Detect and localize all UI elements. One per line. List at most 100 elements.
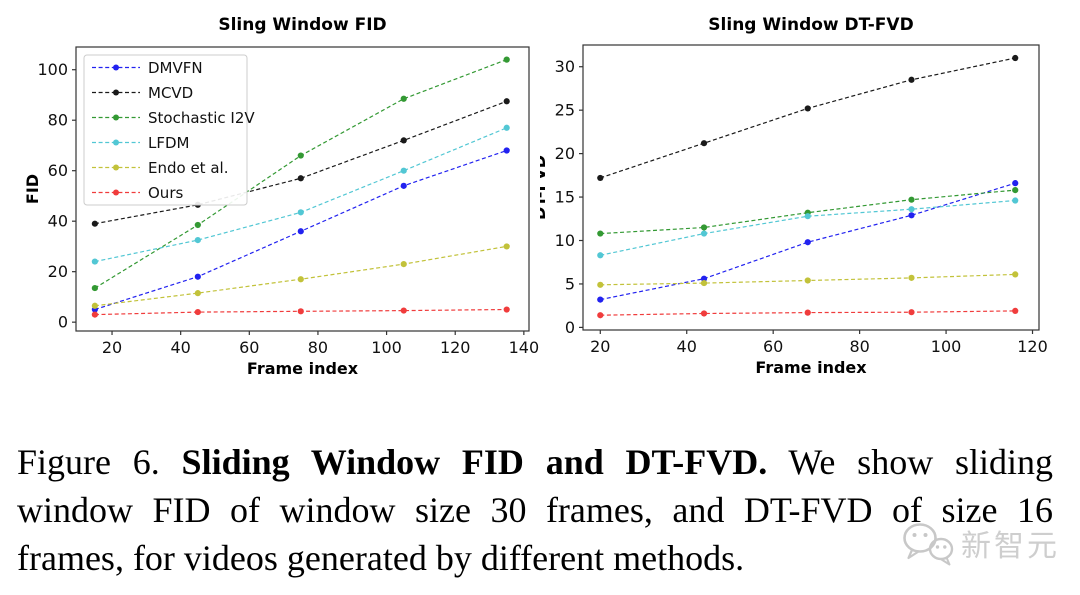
data-point bbox=[91, 302, 98, 309]
data-point bbox=[597, 281, 604, 288]
x-tick-label: 60 bbox=[239, 338, 259, 357]
data-point bbox=[503, 306, 510, 313]
y-tick-label: 20 bbox=[555, 144, 575, 163]
legend-marker bbox=[113, 189, 119, 196]
data-point bbox=[597, 230, 604, 237]
data-point bbox=[908, 274, 915, 281]
data-point bbox=[194, 221, 201, 229]
figure-caption: Figure 6. Sliding Window FID and DT-FVD.… bbox=[17, 438, 1053, 582]
x-tick-label: 40 bbox=[677, 337, 697, 356]
series-line bbox=[94, 100, 507, 225]
caption-line1-text: We show sliding bbox=[767, 442, 1053, 482]
series-line bbox=[600, 199, 1016, 256]
dtfvd-chart: Sling Window DT-FVD 20 40 60 80 100 120 0 5 10 15 2… bbox=[540, 0, 1080, 385]
x-tick-label: 20 bbox=[590, 337, 610, 356]
data-point bbox=[908, 206, 915, 213]
series-mcvd bbox=[597, 54, 1019, 182]
legend-label: DMVFN bbox=[148, 59, 203, 77]
data-point bbox=[400, 167, 407, 174]
y-tick-label: 0 bbox=[58, 313, 68, 332]
data-point bbox=[503, 98, 510, 105]
data-point bbox=[804, 213, 811, 220]
series-endo-et-al- bbox=[597, 271, 1019, 288]
series-dmvfn bbox=[597, 180, 1019, 303]
data-point bbox=[700, 230, 708, 237]
series-line bbox=[94, 245, 507, 307]
x-tick-label: 40 bbox=[170, 338, 190, 357]
data-point bbox=[91, 284, 98, 292]
data-point bbox=[700, 310, 708, 317]
series-line bbox=[600, 182, 1016, 301]
x-axis: 20 40 60 80 100 120 140 bbox=[102, 331, 539, 357]
data-point bbox=[1012, 187, 1019, 194]
data-point bbox=[400, 182, 407, 189]
series-dmvfn bbox=[91, 147, 510, 313]
data-point bbox=[597, 296, 604, 303]
data-point bbox=[908, 76, 915, 83]
legend-marker bbox=[113, 139, 119, 146]
series-line bbox=[600, 57, 1016, 179]
caption-figure-number: Figure 6. bbox=[17, 442, 182, 482]
wechat-icon bbox=[903, 523, 954, 566]
fid-chart: Sling Window FID 20 40 60 80 100 120 140 0 20 40 60… bbox=[0, 0, 540, 385]
data-point bbox=[804, 239, 811, 246]
plot-border bbox=[75, 46, 530, 332]
x-axis-label: Frame index bbox=[247, 359, 359, 378]
y-tick-label: 20 bbox=[48, 262, 68, 281]
series-ours bbox=[597, 307, 1019, 319]
legend-box bbox=[83, 54, 248, 206]
data-point bbox=[297, 276, 304, 283]
data-point bbox=[503, 124, 510, 131]
data-point bbox=[503, 147, 510, 154]
data-point bbox=[91, 220, 98, 227]
legend-label: Ours bbox=[148, 184, 183, 202]
data-point bbox=[1012, 180, 1019, 187]
figure-6-plots: Sling Window FID 20 40 60 80 100 120 140 0 20 40 60… bbox=[0, 0, 1080, 385]
y-tick-label: 25 bbox=[555, 101, 575, 120]
y-tick-label: 100 bbox=[37, 60, 68, 79]
x-tick-label: 120 bbox=[440, 338, 471, 357]
series-lfdm bbox=[91, 124, 510, 265]
data-point bbox=[194, 273, 201, 280]
data-point bbox=[597, 252, 604, 259]
watermark-text: 新智元 bbox=[961, 529, 1060, 564]
x-tick-label: 60 bbox=[763, 337, 783, 356]
data-point bbox=[804, 309, 811, 316]
x-tick-label: 100 bbox=[371, 338, 402, 357]
data-point bbox=[1012, 54, 1019, 62]
legend-label: Stochastic I2V bbox=[148, 109, 255, 127]
x-tick-label: 100 bbox=[931, 337, 962, 356]
data-point bbox=[503, 56, 510, 63]
x-tick-label: 20 bbox=[102, 338, 122, 357]
x-tick-label: 120 bbox=[1017, 337, 1048, 356]
legend: DMVFN MCVD Stochastic I2V LFDM Endo et al. Ou… bbox=[83, 54, 255, 206]
chart-title: Sling Window FID bbox=[218, 15, 386, 35]
legend-label: Endo et al. bbox=[148, 159, 228, 177]
legend-marker bbox=[113, 164, 119, 171]
data-point bbox=[297, 209, 304, 216]
y-axis: 0 20 40 60 80 100 bbox=[37, 60, 76, 332]
y-axis-label: FID bbox=[23, 174, 42, 204]
data-point bbox=[194, 308, 201, 316]
y-axis-label: DT-FVD bbox=[540, 155, 549, 220]
y-tick-label: 60 bbox=[48, 161, 68, 180]
series-endo-et-al- bbox=[91, 243, 510, 309]
y-tick-label: 0 bbox=[565, 318, 575, 337]
data-point bbox=[297, 308, 304, 315]
data-point bbox=[908, 309, 915, 316]
chart-title: Sling Window DT-FVD bbox=[708, 15, 913, 35]
data-point bbox=[908, 196, 915, 203]
y-tick-label: 5 bbox=[565, 274, 575, 293]
data-point bbox=[597, 174, 604, 182]
x-axis-label: Frame index bbox=[755, 358, 867, 377]
series-stochastic-i2v bbox=[91, 56, 510, 292]
legend-marker bbox=[113, 114, 119, 121]
data-point bbox=[503, 243, 510, 250]
data-point bbox=[297, 175, 304, 182]
data-point bbox=[804, 277, 811, 284]
y-tick-label: 30 bbox=[555, 57, 575, 76]
series-line bbox=[600, 189, 1016, 235]
data-point bbox=[297, 152, 304, 159]
data-point bbox=[700, 224, 708, 231]
y-tick-label: 10 bbox=[555, 231, 575, 250]
